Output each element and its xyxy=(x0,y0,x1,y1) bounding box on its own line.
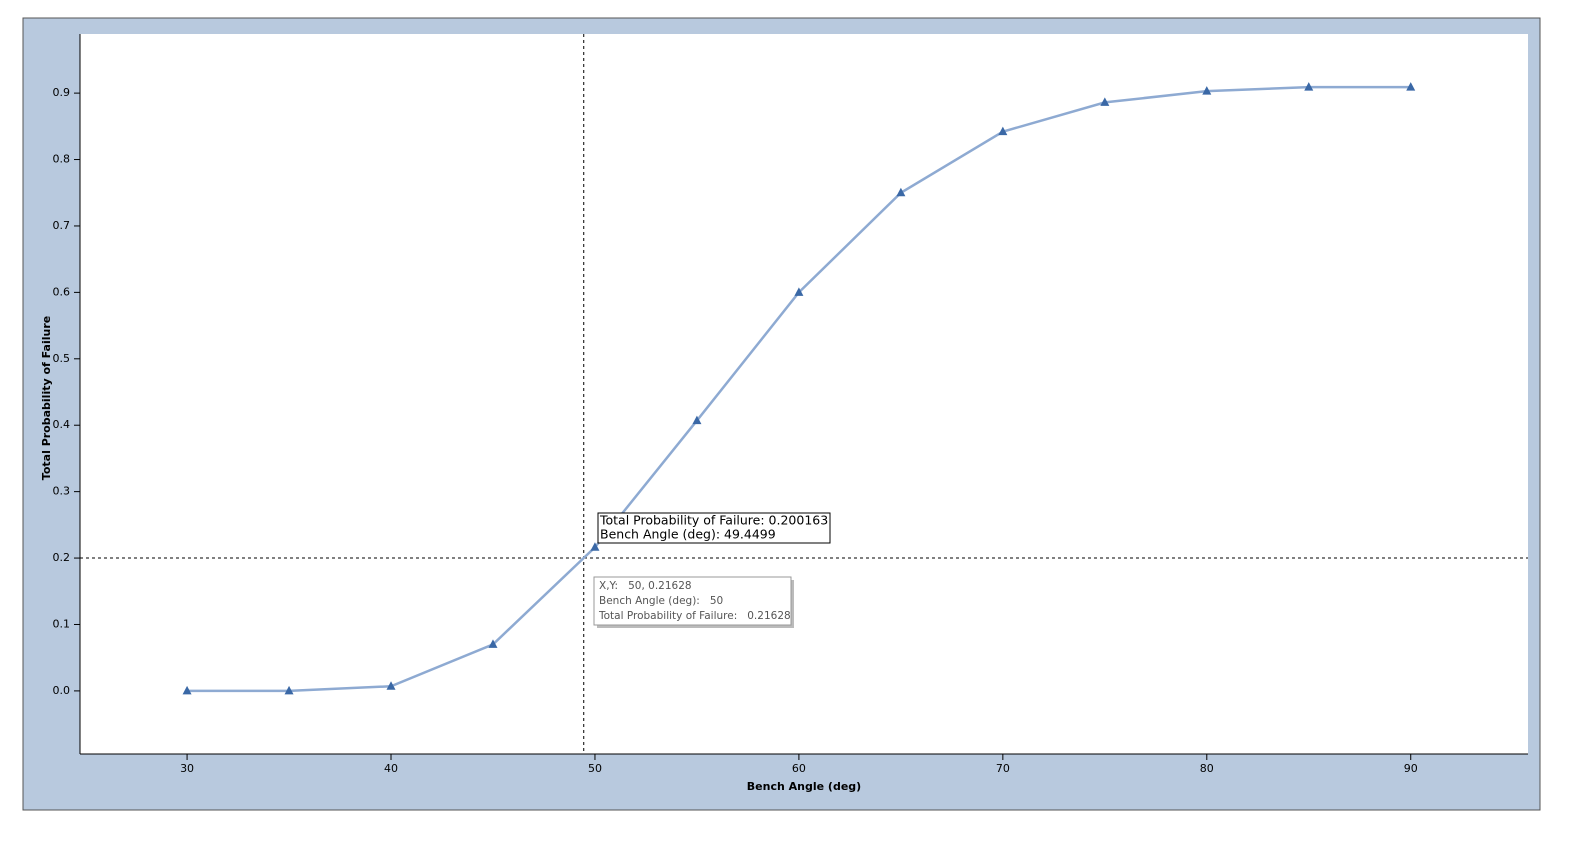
crosshair-label-box xyxy=(597,512,831,544)
tooltip-line: Bench Angle (deg): 50 xyxy=(599,595,723,607)
data-point xyxy=(182,685,192,695)
y-tick-label: 0.7 xyxy=(53,219,71,232)
data-point xyxy=(284,685,294,695)
data-point xyxy=(794,287,804,296)
crosshair-label: Total Probability of Failure: 0.200163 xyxy=(599,513,828,528)
y-axis-label: Total Probability of Failure xyxy=(40,316,53,480)
data-point xyxy=(1406,82,1416,91)
data-point xyxy=(488,639,498,648)
y-tick-label: 0.0 xyxy=(53,684,71,697)
data-point xyxy=(1202,86,1212,95)
x-tick-label: 80 xyxy=(1200,762,1214,775)
x-tick-label: 60 xyxy=(792,762,806,775)
x-axis-label: Bench Angle (deg) xyxy=(747,780,861,793)
x-tick-label: 70 xyxy=(996,762,1010,775)
x-tick-label: 40 xyxy=(384,762,398,775)
crosshair-label: Bench Angle (deg): 49.4499 xyxy=(600,527,776,542)
data-point xyxy=(692,415,702,425)
data-point xyxy=(386,681,396,690)
plot-area xyxy=(80,34,1528,754)
y-tick-label: 0.1 xyxy=(53,617,71,630)
tooltip-line: Total Probability of Failure: 0.21628 xyxy=(598,610,791,622)
data-point xyxy=(1304,82,1314,91)
tooltip-line: X,Y: 50, 0.21628 xyxy=(599,580,692,592)
y-tick-label: 0.9 xyxy=(53,86,71,99)
y-tick-label: 0.6 xyxy=(53,285,71,298)
y-tick-label: 0.4 xyxy=(53,418,71,431)
data-point xyxy=(1100,97,1110,106)
y-tick-label: 0.2 xyxy=(53,551,71,564)
data-point xyxy=(590,542,600,551)
x-tick-label: 30 xyxy=(180,762,194,775)
data-point xyxy=(896,187,906,197)
y-tick-label: 0.5 xyxy=(53,352,71,365)
x-tick-label: 50 xyxy=(588,762,602,775)
y-tick-label: 0.8 xyxy=(53,153,71,166)
tooltip-box xyxy=(593,576,792,626)
x-tick-label: 90 xyxy=(1404,762,1418,775)
y-tick-label: 0.3 xyxy=(53,485,71,498)
data-point xyxy=(998,126,1008,136)
